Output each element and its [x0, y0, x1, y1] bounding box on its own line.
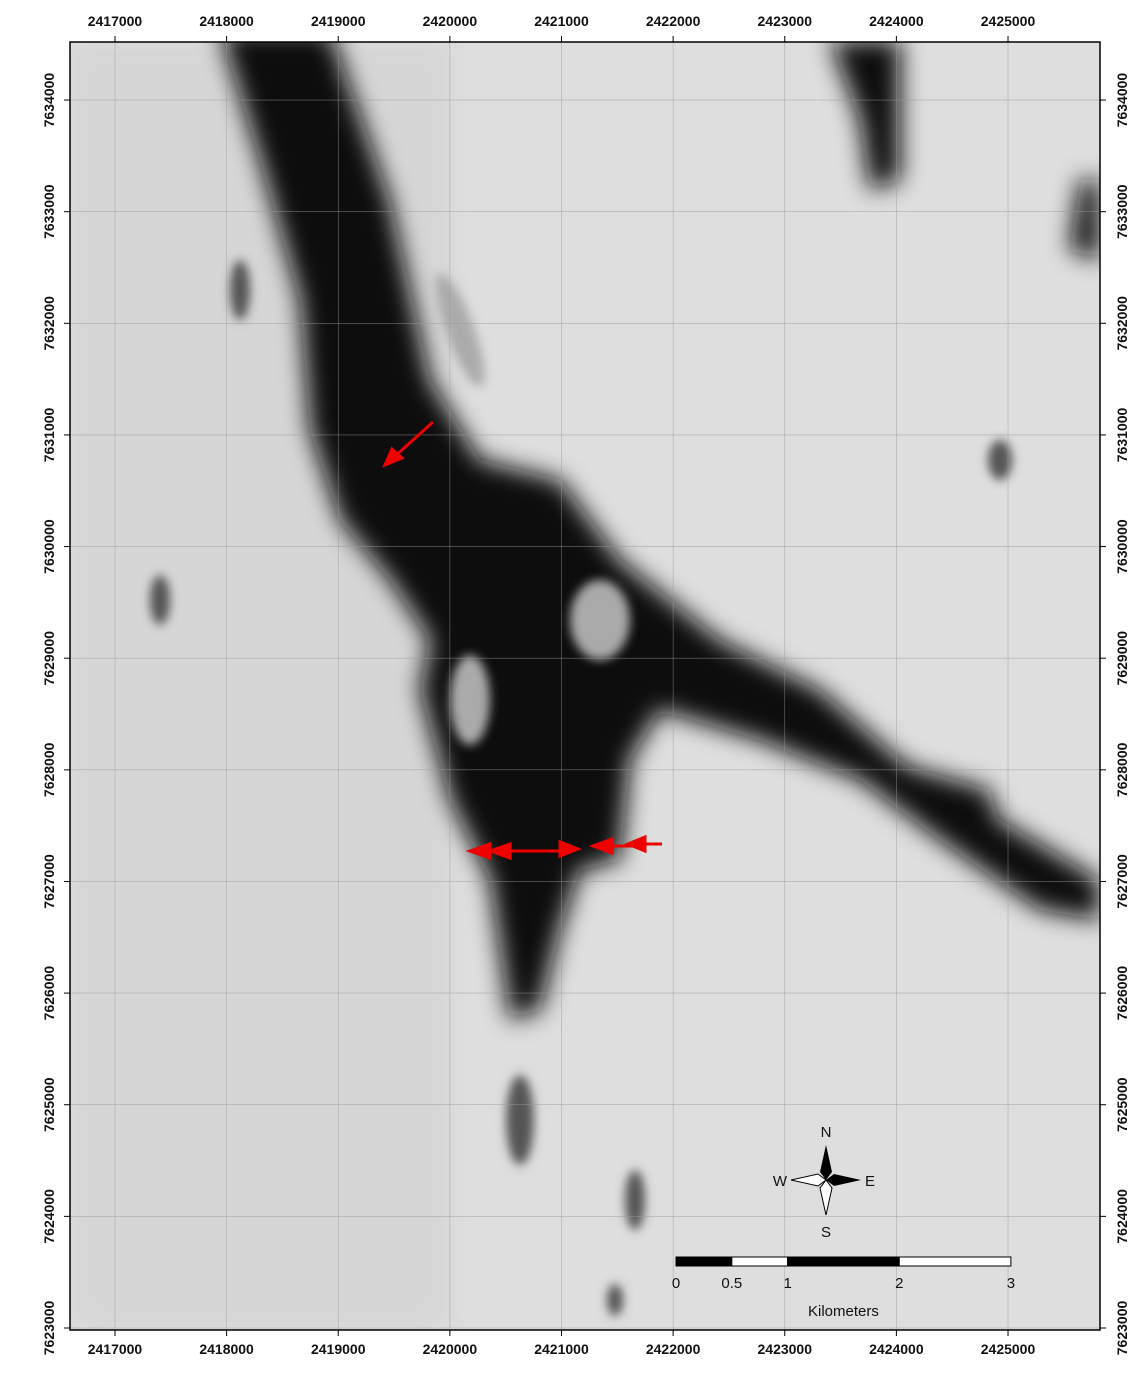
x-tick-label: 2419000	[311, 1341, 366, 1357]
compass-s: S	[821, 1224, 831, 1241]
y-tick-label: 7629000	[1114, 631, 1130, 686]
scale-segment	[676, 1257, 732, 1266]
x-tick-label: 2423000	[758, 13, 813, 29]
x-tick-label: 2420000	[423, 13, 478, 29]
y-tick-label: 7629000	[41, 631, 57, 686]
y-tick-label: 7630000	[1114, 519, 1130, 574]
y-tick-label: 7631000	[41, 407, 57, 462]
scale-label: 3	[1007, 1275, 1015, 1292]
x-tick-label: 2417000	[88, 13, 143, 29]
y-tick-label: 7625000	[41, 1077, 57, 1132]
x-tick-label: 2421000	[534, 1341, 589, 1357]
x-tick-label: 2424000	[869, 1341, 924, 1357]
y-tick-label: 7628000	[41, 742, 57, 797]
scale-segment	[788, 1257, 900, 1266]
x-tick-label: 2419000	[311, 13, 366, 29]
y-tick-label: 7623000	[1114, 1301, 1130, 1356]
compass-e: E	[865, 1173, 875, 1190]
y-tick-label: 7626000	[1114, 966, 1130, 1021]
y-tick-label: 7623000	[41, 1301, 57, 1356]
y-tick-label: 7634000	[41, 73, 57, 128]
y-tick-label: 7634000	[1114, 73, 1130, 128]
x-tick-label: 2420000	[423, 1341, 478, 1357]
scale-segment	[899, 1257, 1011, 1266]
y-tick-label: 7626000	[41, 966, 57, 1021]
scale-label: 1	[783, 1275, 791, 1292]
y-tick-label: 7630000	[41, 519, 57, 574]
x-tick-label: 2417000	[88, 1341, 143, 1357]
x-tick-label: 2424000	[869, 13, 924, 29]
y-tick-label: 7628000	[1114, 742, 1130, 797]
scale-label: 0.5	[721, 1275, 742, 1292]
x-tick-label: 2418000	[199, 13, 254, 29]
y-tick-label: 7627000	[1114, 854, 1130, 909]
scale-unit: Kilometers	[808, 1303, 879, 1320]
scale-label: 0	[672, 1275, 680, 1292]
map: 2417000 2417000 2418000 2418000 2419000 24190…	[0, 0, 1133, 1375]
y-tick-label: 7627000	[41, 854, 57, 909]
imagery	[70, 30, 1100, 1330]
scale-segment	[732, 1257, 788, 1266]
x-tick-label: 2421000	[534, 13, 589, 29]
compass-n: N	[821, 1124, 832, 1141]
x-tick-label: 2425000	[981, 13, 1036, 29]
compass-w: W	[773, 1173, 788, 1190]
x-tick-label: 2422000	[646, 13, 701, 29]
y-tick-label: 7632000	[1114, 296, 1130, 351]
scale-label: 2	[895, 1275, 903, 1292]
y-tick-label: 7631000	[1114, 407, 1130, 462]
x-tick-label: 2418000	[199, 1341, 254, 1357]
y-tick-label: 7625000	[1114, 1077, 1130, 1132]
y-tick-label: 7633000	[41, 184, 57, 239]
y-tick-label: 7624000	[1114, 1189, 1130, 1244]
x-tick-label: 2422000	[646, 1341, 701, 1357]
y-tick-label: 7632000	[41, 296, 57, 351]
x-tick-label: 2423000	[758, 1341, 813, 1357]
y-tick-label: 7633000	[1114, 184, 1130, 239]
x-tick-label: 2425000	[981, 1341, 1036, 1357]
y-tick-label: 7624000	[41, 1189, 57, 1244]
